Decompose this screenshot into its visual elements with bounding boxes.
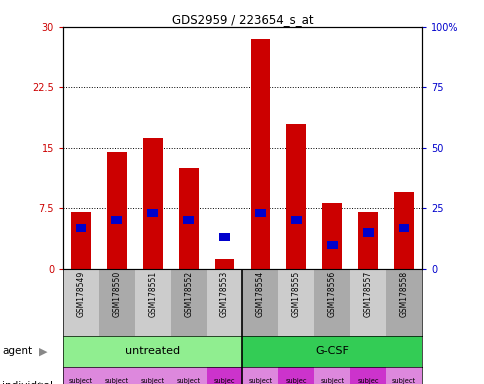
Bar [206,367,242,384]
Bar [385,269,421,336]
Bar [63,367,99,384]
Bar [349,269,385,336]
Text: subjec
t E: subjec t E [213,377,235,384]
Text: GSM178557: GSM178557 [363,271,372,317]
Bar [99,367,135,384]
Bar [63,269,99,336]
Bar [143,138,162,269]
Bar [107,152,126,269]
Bar [278,269,314,336]
Text: subject
C: subject C [319,377,344,384]
Title: GDS2959 / 223654_s_at: GDS2959 / 223654_s_at [171,13,313,26]
Text: subjec
t D: subjec t D [357,377,378,384]
Bar [278,367,314,384]
Bar [242,269,278,336]
Text: subject
C: subject C [140,377,165,384]
Bar [314,367,349,384]
Bar [179,168,198,269]
Bar [250,39,270,269]
Bar [326,240,337,249]
Bar [349,367,385,384]
Text: untreated: untreated [125,346,180,356]
Bar [290,217,301,225]
Bar [63,336,242,367]
Bar [135,367,170,384]
Bar [111,217,122,225]
Text: GSM178555: GSM178555 [291,271,300,317]
Text: GSM178549: GSM178549 [76,271,85,317]
Bar [385,367,421,384]
Bar [206,269,242,336]
Text: GSM178551: GSM178551 [148,271,157,317]
Text: GSM178556: GSM178556 [327,271,336,317]
Text: GSM178554: GSM178554 [256,271,264,317]
Bar [71,212,91,269]
Text: subject
A: subject A [69,377,93,384]
Bar [286,124,305,269]
Bar [358,212,377,269]
Text: GSM178550: GSM178550 [112,271,121,317]
Text: ▶: ▶ [39,381,48,384]
Text: agent: agent [2,346,32,356]
Text: ▶: ▶ [39,346,48,356]
Bar [170,269,206,336]
Text: GSM178558: GSM178558 [399,271,408,317]
Bar [322,203,341,269]
Text: GSM178553: GSM178553 [220,271,228,317]
Text: individual: individual [2,381,53,384]
Bar [393,192,413,269]
Bar [314,269,349,336]
Bar [76,223,86,232]
Text: subject
D: subject D [176,377,200,384]
Text: subject
B: subject B [105,377,129,384]
Text: subjec
t B: subjec t B [285,377,306,384]
Text: subject
A: subject A [248,377,272,384]
Bar [255,209,265,217]
Bar [99,269,135,336]
Bar [147,209,158,217]
Bar [183,217,194,225]
Text: GSM178552: GSM178552 [184,271,193,317]
Bar [398,223,408,232]
Text: G-CSF: G-CSF [315,346,348,356]
Bar [214,259,234,269]
Bar [242,367,278,384]
Text: subject
E: subject E [391,377,415,384]
Bar [242,336,421,367]
Bar [135,269,170,336]
Bar [362,228,373,237]
Bar [170,367,206,384]
Bar [219,233,229,242]
